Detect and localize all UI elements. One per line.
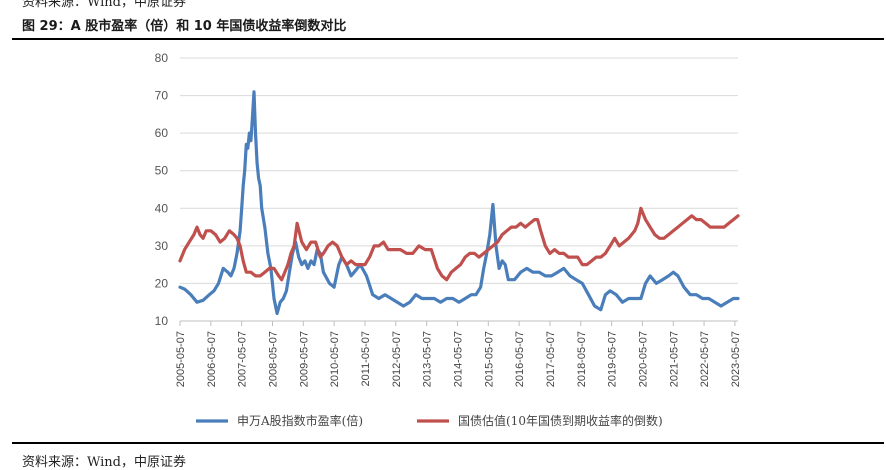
top-rule [12, 38, 884, 40]
legend-item-bond: 国债估值(10年国债到期收益率的倒数) [417, 413, 663, 428]
y-tick-label: 10 [155, 314, 169, 328]
series-line-bond [178, 206, 740, 282]
x-tick-label: 2007-05-07 [237, 331, 249, 387]
x-tick-label: 2021-05-07 [668, 331, 680, 387]
y-tick-label: 80 [155, 51, 169, 65]
legend-item-pe: 申万A股指数市盈率(倍) [196, 413, 363, 428]
x-tick-label: 2005-05-07 [175, 331, 187, 387]
legend-label: 申万A股指数市盈率(倍) [237, 413, 363, 428]
x-tick-label: 2015-05-07 [483, 331, 495, 387]
series-line-pe [178, 90, 740, 316]
y-tick-label: 60 [155, 126, 169, 140]
y-tick-label: 30 [155, 239, 169, 253]
y-tick-label: 20 [155, 276, 169, 290]
x-tick-label: 2013-05-07 [422, 331, 434, 387]
x-tick-label: 2009-05-07 [298, 331, 310, 387]
x-tick-label: 2017-05-07 [545, 331, 557, 387]
x-tick-label: 2022-05-07 [699, 331, 711, 387]
series-lines [178, 90, 740, 316]
bottom-rule [12, 442, 884, 444]
x-axis: 2005-05-07 2006-05-07 2007-05-07 2008-05-07… [175, 320, 742, 387]
bottom-source-note: 资料来源：Wind，中原证券 [22, 455, 186, 470]
x-tick-label: 2018-05-07 [576, 331, 588, 387]
x-tick-label: 2020-05-07 [637, 331, 649, 387]
x-tick-label: 2014-05-07 [452, 331, 464, 387]
y-tick-label: 50 [155, 164, 169, 178]
x-tick-label: 2023-05-07 [730, 331, 742, 387]
x-tick-label: 2012-05-07 [391, 331, 403, 387]
top-source-note: 资料来源：Wind，中原证券 [22, 0, 186, 10]
x-tick-label: 2010-05-07 [329, 331, 341, 387]
x-tick-label: 2011-05-07 [360, 331, 372, 386]
figure-title: 图 29：A 股市盈率（倍）和 10 年国债收益率倒数对比 [22, 19, 347, 34]
x-tick-label: 2008-05-07 [267, 331, 279, 387]
legend: 申万A股指数市盈率(倍) 国债估值(10年国债到期收益率的倒数) [196, 413, 663, 428]
y-tick-label: 70 [155, 89, 169, 103]
x-tick-label: 2006-05-07 [206, 331, 218, 387]
y-tick-label: 40 [155, 201, 169, 215]
y-axis: 10 20 30 40 50 60 70 80 [155, 51, 169, 328]
legend-label: 国债估值(10年国债到期收益率的倒数) [458, 413, 663, 428]
x-tick-label: 2019-05-07 [607, 331, 619, 387]
x-tick-label: 2016-05-07 [514, 331, 526, 387]
